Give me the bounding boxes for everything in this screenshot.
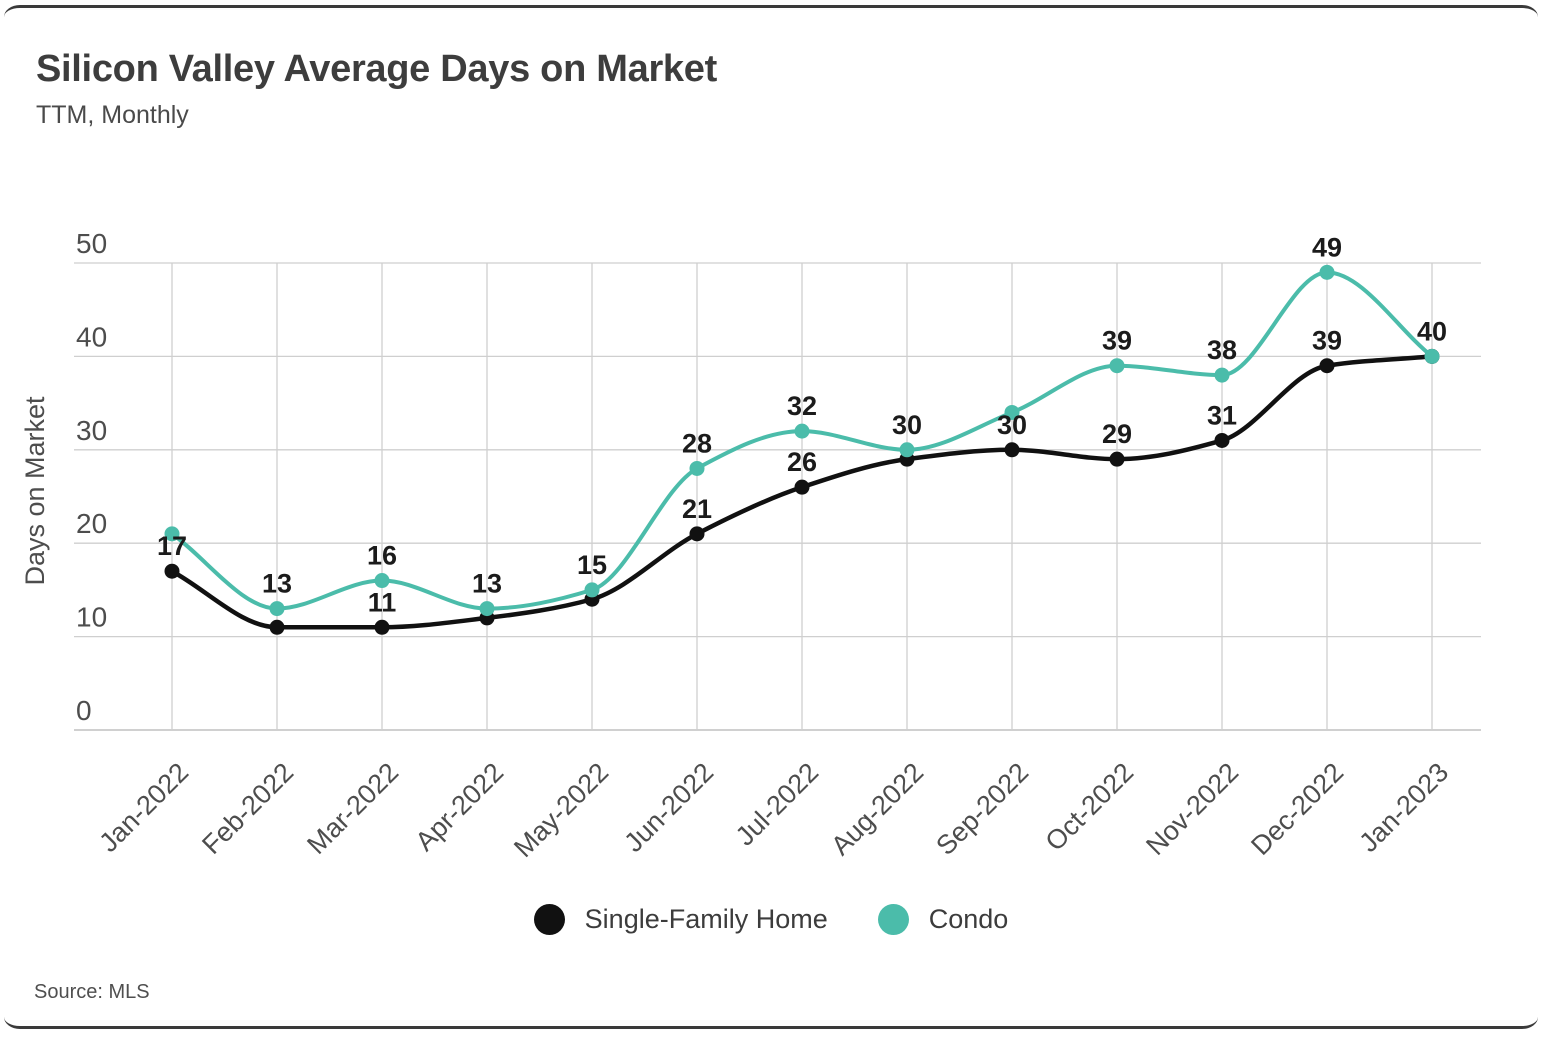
x-tick-sep-2022: Sep-2022 xyxy=(930,757,1034,861)
legend-label-single-family-home: Single-Family Home xyxy=(584,904,828,934)
y-tick-label-10: 10 xyxy=(76,602,107,633)
point-condo-dec-2022[interactable] xyxy=(1319,264,1335,280)
x-tick-label-jun-2022: Jun-2022 xyxy=(618,757,719,858)
value-label-condo-jul-2022: 32 xyxy=(787,391,817,421)
value-label-condo-dec-2022: 49 xyxy=(1312,232,1342,262)
point-condo-jan-2023[interactable] xyxy=(1424,348,1440,364)
chart-header: Silicon Valley Average Days on Market TT… xyxy=(36,48,717,130)
y-axis-title: Days on Market xyxy=(20,396,50,586)
value-label-single-family-home-jan-2022: 17 xyxy=(157,531,187,561)
line-chart-plot: 0 10 20 30 40 50 Jan-2022 Feb-2022 Mar-2022 Apr-2… xyxy=(20,228,1481,863)
value-label-condo-mar-2022: 16 xyxy=(367,541,397,571)
x-tick-aug-2022: Aug-2022 xyxy=(825,757,929,861)
legend-item-single-family-home[interactable]: Single-Family Home xyxy=(533,904,828,935)
x-tick-jan-2023: Jan-2023 xyxy=(1353,757,1454,858)
legend-label-condo: Condo xyxy=(928,904,1009,934)
point-condo-feb-2022[interactable] xyxy=(269,601,285,617)
point-condo-jan-2022[interactable] xyxy=(164,526,180,542)
point-condo-aug-2022[interactable] xyxy=(899,442,915,458)
x-tick-label-sep-2022: Sep-2022 xyxy=(930,757,1034,861)
x-tick-may-2022: May-2022 xyxy=(508,757,614,863)
value-label-condo-feb-2022: 13 xyxy=(262,569,292,599)
y-tick-label-30: 30 xyxy=(76,415,107,446)
point-condo-sep-2022[interactable] xyxy=(1004,404,1020,420)
y-tick-label-20: 20 xyxy=(76,508,107,539)
x-tick-label-aug-2022: Aug-2022 xyxy=(825,757,929,861)
point-single-family-home-dec-2022[interactable] xyxy=(1319,358,1335,374)
value-label-condo-jun-2022: 28 xyxy=(682,428,712,458)
x-tick-label-may-2022: May-2022 xyxy=(508,757,614,863)
y-tick-label-40: 40 xyxy=(76,321,107,352)
x-tick-nov-2022: Nov-2022 xyxy=(1140,757,1244,861)
value-label-single-family-home-nov-2022: 31 xyxy=(1207,400,1237,430)
chart-title: Silicon Valley Average Days on Market xyxy=(36,48,717,90)
x-tick-label-nov-2022: Nov-2022 xyxy=(1140,757,1244,861)
chart-subtitle: TTM, Monthly xyxy=(36,100,189,129)
value-label-single-family-home-oct-2022: 29 xyxy=(1102,419,1132,449)
x-tick-label-feb-2022: Feb-2022 xyxy=(196,757,299,860)
x-tick-label-apr-2022: Apr-2022 xyxy=(409,757,509,857)
x-tick-label-dec-2022: Dec-2022 xyxy=(1245,757,1349,861)
x-tick-mar-2022: Mar-2022 xyxy=(301,757,404,860)
x-tick-label-jan-2023: Jan-2023 xyxy=(1353,757,1454,858)
point-single-family-home-feb-2022[interactable] xyxy=(269,619,285,635)
point-condo-may-2022[interactable] xyxy=(584,582,600,598)
x-tick-label-oct-2022: Oct-2022 xyxy=(1039,757,1139,857)
legend-dot-condo xyxy=(877,904,909,935)
point-condo-mar-2022[interactable] xyxy=(374,573,390,589)
value-label-single-family-home-sep-2022: 30 xyxy=(997,410,1027,440)
point-condo-oct-2022[interactable] xyxy=(1109,358,1125,374)
point-single-family-home-mar-2022[interactable] xyxy=(374,619,390,635)
value-label-condo-may-2022: 15 xyxy=(577,550,607,580)
x-tick-label-jan-2022: Jan-2022 xyxy=(93,757,194,858)
value-label-condo-apr-2022: 13 xyxy=(472,569,502,599)
value-label-single-family-home-jun-2022: 21 xyxy=(682,494,712,524)
source-note: Source: MLS xyxy=(34,981,150,1003)
y-tick-label-50: 50 xyxy=(76,228,107,259)
x-tick-apr-2022: Apr-2022 xyxy=(409,757,509,857)
x-tick-label-jul-2022: Jul-2022 xyxy=(730,757,824,851)
point-condo-jul-2022[interactable] xyxy=(794,423,810,439)
chart-card: Silicon Valley Average Days on Market TT… xyxy=(4,5,1538,1029)
value-label-condo-jan-2023: 40 xyxy=(1417,316,1447,346)
point-single-family-home-jan-2022[interactable] xyxy=(164,563,180,579)
x-tick-oct-2022: Oct-2022 xyxy=(1039,757,1139,857)
legend-item-condo[interactable]: Condo xyxy=(877,904,1009,935)
point-condo-jun-2022[interactable] xyxy=(689,460,705,476)
legend-dot-single-family-home xyxy=(533,904,565,935)
point-single-family-home-sep-2022[interactable] xyxy=(1004,442,1020,458)
point-single-family-home-jun-2022[interactable] xyxy=(689,526,705,542)
value-label-single-family-home-jul-2022: 26 xyxy=(787,447,817,477)
x-tick-label-mar-2022: Mar-2022 xyxy=(301,757,404,860)
value-label-condo-nov-2022: 38 xyxy=(1207,335,1237,365)
value-label-single-family-home-dec-2022: 39 xyxy=(1312,326,1342,356)
value-label-condo-aug-2022: 30 xyxy=(892,410,922,440)
x-tick-dec-2022: Dec-2022 xyxy=(1245,757,1349,861)
x-tick-jul-2022: Jul-2022 xyxy=(730,757,824,851)
point-single-family-home-oct-2022[interactable] xyxy=(1109,451,1125,467)
x-tick-jan-2022: Jan-2022 xyxy=(93,757,194,858)
legend: Single-Family Home Condo xyxy=(4,904,1538,935)
value-label-condo-oct-2022: 39 xyxy=(1102,326,1132,356)
point-condo-apr-2022[interactable] xyxy=(479,601,495,617)
point-single-family-home-nov-2022[interactable] xyxy=(1214,432,1230,448)
y-tick-label-0: 0 xyxy=(76,695,92,726)
point-condo-nov-2022[interactable] xyxy=(1214,367,1230,383)
value-label-single-family-home-mar-2022: 11 xyxy=(368,587,397,617)
x-tick-feb-2022: Feb-2022 xyxy=(196,757,299,860)
point-single-family-home-jul-2022[interactable] xyxy=(794,479,810,495)
x-tick-jun-2022: Jun-2022 xyxy=(618,757,719,858)
